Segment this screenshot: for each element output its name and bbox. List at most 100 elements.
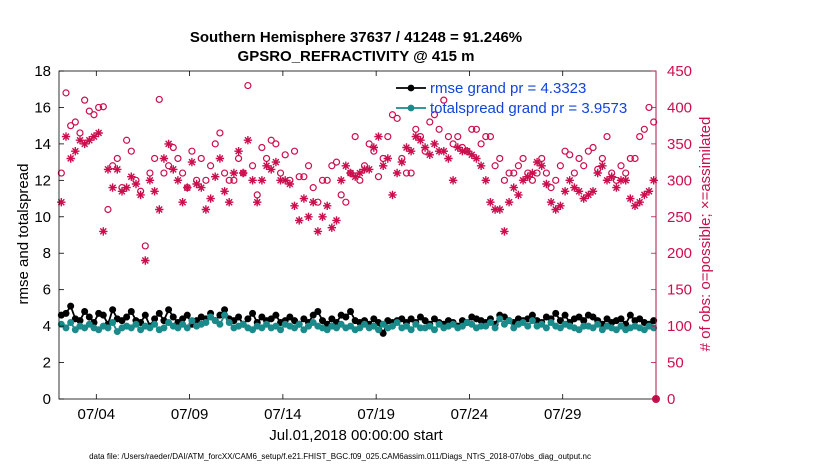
obs-assimilated-point: [248, 176, 257, 185]
obs-assimilated-point: [113, 165, 122, 174]
chart-subtitle: GPSRO_REFRACTIVITY @ 415 m: [238, 48, 475, 65]
obs-assimilated-point: [621, 176, 630, 185]
obs-assimilated-point: [570, 183, 579, 192]
totalspread-point: [71, 326, 79, 334]
totalspread-point: [95, 326, 103, 334]
totalspread-point: [426, 322, 434, 330]
obs-assimilated-point: [626, 194, 635, 203]
series-layer: [57, 81, 660, 403]
obs-assimilated-point: [434, 147, 444, 156]
totalspread-point: [496, 315, 504, 323]
obs-assimilated-point: [169, 165, 178, 174]
totalspread-point: [291, 324, 299, 332]
obs-possible-point: [356, 176, 364, 184]
obs-assimilated-point: [504, 198, 514, 207]
obs-assimilated-point: [588, 187, 598, 196]
rmse-point: [603, 315, 611, 323]
totalspread-point: [109, 318, 117, 326]
obs-possible-point: [244, 81, 252, 90]
x-tick-label: 07/09: [171, 406, 209, 423]
obs-assimilated-point: [472, 154, 481, 163]
rmse-point: [85, 313, 93, 321]
obs-possible-point: [253, 191, 261, 199]
rmse-point: [379, 329, 387, 337]
x-tick-label: 07/14: [264, 406, 302, 423]
obs-possible-point: [123, 136, 131, 144]
axes-layer: 0 2 4 6 8 10 12 14 16 18 0 50 100 150 200 250 300 350 400 4…: [34, 63, 692, 423]
obs-assimilated-point: [71, 147, 80, 156]
obs-assimilated-point: [495, 205, 504, 214]
totalspread-point: [347, 322, 355, 330]
obs-assimilated-point: [532, 157, 542, 167]
rmse-point: [127, 308, 135, 316]
obs-possible-point: [62, 89, 70, 97]
obs-possible-point: [500, 176, 509, 184]
rmse-point: [319, 317, 327, 325]
totalspread-point: [221, 311, 229, 319]
totalspread-point: [239, 320, 247, 328]
obs-possible-point: [225, 176, 233, 184]
y-right-tick-label: 50: [667, 355, 684, 372]
obs-assimilated-point: [201, 205, 211, 214]
totalspread-point: [146, 324, 154, 332]
obs-possible-point: [174, 154, 182, 163]
totalspread-point: [62, 324, 70, 332]
totalspread-point: [207, 313, 215, 321]
obs-assimilated-point: [80, 139, 89, 149]
totalspread-point: [435, 320, 443, 328]
rmse-point: [155, 309, 163, 317]
obs-assimilated-point: [318, 212, 327, 221]
obs-assimilated-point: [197, 183, 206, 192]
totalspread-point: [179, 320, 187, 328]
legend-label: rmse grand pr = 4.3323: [430, 80, 586, 97]
obs-assimilated-point: [61, 132, 71, 141]
obs-assimilated-point: [607, 172, 616, 181]
obs-assimilated-point: [159, 154, 169, 163]
obs-possible-point: [109, 162, 117, 170]
obs-assimilated-point: [439, 147, 448, 156]
obs-assimilated-point: [211, 172, 220, 181]
obs-possible-point: [407, 169, 415, 177]
totalspread-point: [612, 326, 620, 334]
totalspread-point: [356, 324, 364, 332]
totalspread-point: [538, 320, 546, 328]
totalspread-point: [524, 322, 532, 330]
obs-assimilated-point: [271, 157, 281, 167]
obs-assimilated-point: [164, 139, 173, 149]
obs-possible-point: [454, 133, 462, 141]
obs-possible-point: [542, 169, 550, 177]
totalspread-point: [640, 326, 648, 334]
obs-assimilated-point: [453, 143, 462, 152]
obs-assimilated-point: [103, 165, 113, 174]
obs-assimilated-point: [546, 198, 556, 207]
totalspread-point: [519, 318, 527, 326]
rmse-point: [650, 317, 658, 325]
rmse-point: [300, 315, 308, 323]
obs-assimilated-point: [481, 176, 490, 185]
y-left-tick-label: 2: [43, 355, 51, 372]
rmse-point: [286, 313, 294, 321]
y-right-tick-label: 100: [667, 318, 692, 335]
y-right-tick-label: 300: [667, 172, 692, 189]
obs-assimilated-point: [523, 172, 532, 181]
totalspread-point: [505, 317, 513, 325]
obs-assimilated-point: [215, 154, 225, 163]
rmse-point: [421, 317, 429, 325]
obs-possible-point: [374, 173, 383, 181]
obs-assimilated-point: [136, 190, 145, 200]
totalspread-point: [402, 322, 410, 330]
obs-assimilated-point: [402, 143, 411, 152]
obs-possible-point: [584, 147, 592, 155]
obs-assimilated-point: [556, 201, 565, 210]
obs-possible-point: [435, 125, 443, 133]
obs-assimilated-point: [612, 183, 621, 192]
rmse-point: [398, 315, 406, 323]
obs-assimilated-point: [323, 201, 332, 210]
obs-possible-point: [444, 133, 453, 141]
obs-possible-point: [248, 162, 257, 170]
obs-assimilated-point: [397, 157, 406, 167]
obs-assimilated-point: [355, 168, 364, 178]
obs-assimilated-point: [99, 227, 108, 236]
obs-possible-point: [230, 176, 238, 184]
